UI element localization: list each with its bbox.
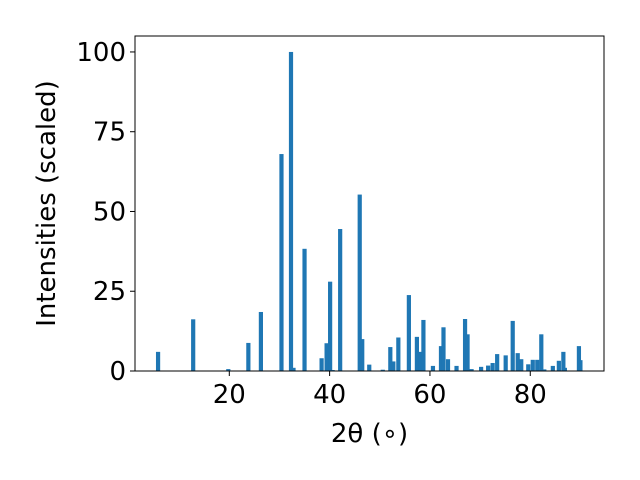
bar-series xyxy=(155,51,583,371)
bar xyxy=(338,229,343,371)
bar xyxy=(535,359,540,371)
bar xyxy=(391,361,396,371)
y-axis-label: Intensities (scaled) xyxy=(32,80,62,327)
bar xyxy=(542,369,547,371)
bar xyxy=(469,369,474,371)
bar xyxy=(380,369,385,371)
bar xyxy=(486,365,491,371)
bar xyxy=(226,369,231,371)
bar xyxy=(445,359,451,371)
bar xyxy=(324,343,329,371)
x-axis-label: 2θ (∘) xyxy=(331,419,408,449)
bar xyxy=(360,339,365,371)
y-tick-label: 100 xyxy=(76,38,126,68)
bar xyxy=(556,360,561,371)
bar xyxy=(430,365,436,371)
x-axis: 20 40 60 80 xyxy=(213,371,547,410)
bar xyxy=(454,365,459,371)
bar xyxy=(288,51,294,371)
bar xyxy=(191,319,196,371)
bar xyxy=(576,346,582,371)
y-tick-label: 75 xyxy=(93,118,126,148)
bar xyxy=(388,347,393,371)
y-axis: 0 25 50 75 100 xyxy=(76,38,135,387)
bar xyxy=(539,334,544,371)
bar xyxy=(490,363,495,371)
bar xyxy=(462,319,468,371)
bar xyxy=(396,337,401,371)
bar xyxy=(526,364,531,371)
bar xyxy=(438,346,444,371)
bar xyxy=(357,194,362,371)
bar xyxy=(302,248,307,371)
bar xyxy=(406,295,411,371)
bar xyxy=(530,359,535,371)
x-tick-label: 60 xyxy=(413,380,446,410)
plot-frame xyxy=(134,35,605,372)
bar xyxy=(561,351,566,371)
x-tick-label: 80 xyxy=(514,380,547,410)
bar xyxy=(515,353,520,371)
bar xyxy=(578,360,583,371)
bar xyxy=(519,359,524,371)
x-tick-label: 40 xyxy=(313,380,346,410)
bar xyxy=(258,311,263,371)
bar xyxy=(479,366,484,371)
bar xyxy=(246,342,251,371)
bar xyxy=(550,365,555,371)
bar xyxy=(495,354,500,371)
bar xyxy=(562,367,567,371)
bar xyxy=(510,320,515,371)
y-tick-label: 0 xyxy=(109,357,126,387)
bar xyxy=(465,334,470,371)
bar xyxy=(418,351,423,371)
bar xyxy=(328,281,333,371)
bar xyxy=(319,358,324,371)
bar xyxy=(279,154,284,371)
x-tick-label: 20 xyxy=(213,380,246,410)
bar xyxy=(367,364,372,371)
y-tick-label: 50 xyxy=(93,197,126,227)
bar xyxy=(441,327,446,371)
bar xyxy=(414,336,419,371)
bar xyxy=(291,367,296,371)
bar xyxy=(155,351,161,371)
y-tick-label: 25 xyxy=(93,277,126,307)
bar xyxy=(421,319,426,371)
bar xyxy=(503,355,508,371)
